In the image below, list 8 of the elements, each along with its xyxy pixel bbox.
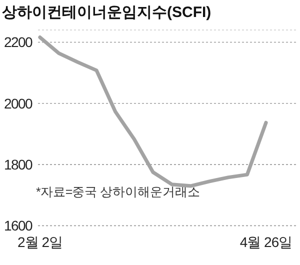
ytick: 2000 [4,95,32,112]
ytick: 1800 [4,156,32,173]
ytick: 2200 [4,34,32,50]
annotation: *자료=중국 상하이해운거래소 [36,185,200,199]
title: 상하이컨테이너운임지수(SCFI) [2,4,212,21]
xtick: 2월 2일 [18,234,62,250]
ytick: 1600 [4,218,32,234]
xtick: 4월 26일 [240,234,292,250]
